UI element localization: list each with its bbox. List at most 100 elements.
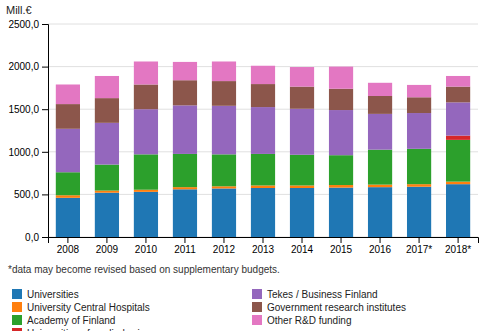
legend-label: Government research institutes xyxy=(267,302,406,313)
bar-segment xyxy=(95,76,119,98)
bar-segment xyxy=(407,113,431,149)
x-tick-label: 2012 xyxy=(213,244,236,255)
bar-segment xyxy=(446,87,470,103)
bar-segment xyxy=(251,185,275,188)
grid xyxy=(48,24,478,237)
bar-series xyxy=(56,184,470,237)
x-tick: 2012 xyxy=(213,237,236,255)
x-tick-label: 2009 xyxy=(96,244,119,255)
y-tick-label: 2000,0 xyxy=(8,61,39,72)
x-tick-label: 2015 xyxy=(330,244,353,255)
legend-swatch xyxy=(12,315,22,325)
x-tick-label: 2008 xyxy=(57,244,80,255)
x-tick-mark xyxy=(145,237,146,243)
legend-swatch xyxy=(12,289,22,299)
chart: 2008 2009 2010 2011 2012 2013 2014 2015 2016 2017… xyxy=(0,0,492,331)
bar-segment xyxy=(290,109,314,155)
legend-label: Other R&D funding xyxy=(267,315,352,326)
y-tick-mark xyxy=(42,109,48,110)
legend-label: Universities xyxy=(27,289,79,300)
x-tick: 2009 xyxy=(96,237,119,255)
bar-series xyxy=(446,136,470,140)
legend-label: Academy of Finland xyxy=(27,315,115,326)
y-tick: 2000,0 xyxy=(8,61,48,72)
x-tick: 2011 xyxy=(174,237,196,255)
bar-segment xyxy=(134,192,158,237)
bars xyxy=(56,61,470,237)
bar-segment xyxy=(329,188,353,237)
bar-segment xyxy=(407,85,431,97)
y-tick-label: 1500,0 xyxy=(8,104,39,115)
bar-segment xyxy=(407,184,431,187)
bar-segment xyxy=(368,187,392,237)
bar-segment xyxy=(407,97,431,113)
y-tick-label: 2500,0 xyxy=(8,19,39,30)
y-tick-mark xyxy=(42,67,48,68)
grid-line xyxy=(48,24,478,25)
bar-segment xyxy=(173,105,197,154)
bar-segment xyxy=(329,67,353,89)
legend-swatch xyxy=(252,302,262,312)
legend-item: Other R&D funding xyxy=(252,315,352,326)
bar-segment xyxy=(251,107,275,154)
bar-segment xyxy=(290,188,314,237)
bar-segment xyxy=(95,191,119,193)
x-tick-label: 2011 xyxy=(174,244,196,255)
bar-segment xyxy=(56,198,80,237)
x-tick-mark xyxy=(380,237,381,243)
bar-segment xyxy=(290,155,314,186)
x-tick-mark xyxy=(184,237,185,243)
bar-segment xyxy=(407,187,431,237)
bar-segment xyxy=(173,187,197,189)
y-tick: 1500,0 xyxy=(8,104,48,115)
bar-segment xyxy=(329,155,353,185)
x-tick-label: 2013 xyxy=(252,244,275,255)
bar-segment xyxy=(368,83,392,96)
bar-segment xyxy=(290,185,314,188)
footnote: *data may become revised based on supple… xyxy=(8,264,280,275)
x-tick-label: 2010 xyxy=(135,244,158,255)
x-tick: 2014 xyxy=(291,237,314,255)
bar-segment xyxy=(95,193,119,237)
y-tick-mark xyxy=(42,237,48,238)
bar-segment xyxy=(56,172,80,195)
x-tick: 2013 xyxy=(252,237,275,255)
bar-segment xyxy=(134,84,158,109)
y-axis-line xyxy=(42,25,49,238)
bar-segment xyxy=(95,123,119,165)
legend-item: University Central Hospitals xyxy=(12,302,150,313)
x-tick-mark xyxy=(263,237,264,243)
legend-item: Universities xyxy=(12,289,79,300)
x-tick-mark xyxy=(302,237,303,243)
bar-segment xyxy=(290,67,314,87)
x-axis: 2008 2009 2010 2011 2012 2013 2014 2015 2016 2017… xyxy=(49,237,479,255)
bar-series xyxy=(56,61,470,104)
bar-segment xyxy=(56,195,80,198)
bar-segment xyxy=(290,87,314,109)
x-tick-label: 2016 xyxy=(369,244,392,255)
bar-segment xyxy=(446,184,470,237)
y-axis-label: Mill.€ xyxy=(6,4,32,16)
x-tick-mark xyxy=(341,237,342,243)
x-tick: 2010 xyxy=(135,237,158,255)
bar-segment xyxy=(329,89,353,110)
bar-segment xyxy=(212,106,236,155)
legend-swatch xyxy=(252,289,262,299)
x-tick: 2008 xyxy=(57,237,80,255)
x-tick: 2015 xyxy=(330,237,353,255)
y-tick-mark xyxy=(42,194,48,195)
legend-label: Tekes / Business Finland xyxy=(267,289,378,300)
x-tick: 2017* xyxy=(406,237,432,255)
bar-segment xyxy=(173,154,197,187)
bar-segment xyxy=(212,188,236,237)
x-tick-mark xyxy=(419,237,420,243)
legend-item: Government research institutes xyxy=(252,302,406,313)
plot-area: 2008 2009 2010 2011 2012 2013 2014 2015 2016 2017… xyxy=(8,19,478,255)
bar-segment xyxy=(56,104,80,129)
bar-segment xyxy=(446,76,470,87)
x-axis-line xyxy=(49,238,479,244)
bar-segment xyxy=(368,185,392,188)
legend: Universities University Central Hospitals… xyxy=(12,289,406,331)
x-tick: 2018* xyxy=(445,237,471,255)
bar-segment xyxy=(368,150,392,185)
